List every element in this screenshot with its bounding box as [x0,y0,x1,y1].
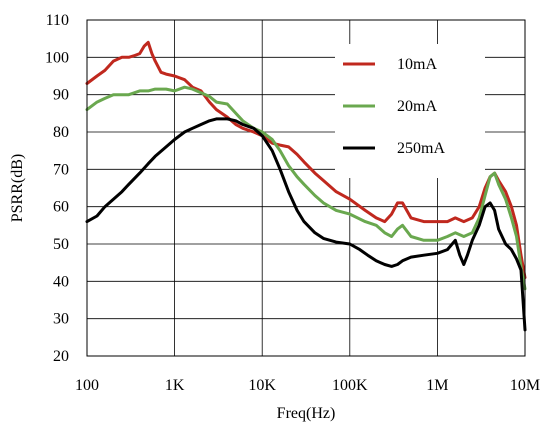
y-tick-label: 50 [53,236,69,253]
x-axis-title: Freq(Hz) [277,405,336,422]
legend-label-250mA: 250mA [397,140,445,157]
y-tick-label: 70 [53,161,69,178]
x-tick-label: 100 [75,377,99,394]
x-tick-label: 10M [510,377,540,394]
legend-label-20mA: 20mA [397,98,437,115]
y-tick-label: 100 [45,49,69,66]
y-tick-label: 30 [53,311,69,328]
legend-label-10mA: 10mA [397,56,437,73]
legend: 10mA 20mA 250mA [335,44,485,178]
series-line-20mA [85,85,527,291]
series-lines [85,40,527,332]
y-tick-label: 40 [53,273,69,290]
x-tick-label: 100K [332,377,368,394]
series-line-10mA [85,40,527,280]
y-tick-label: 80 [53,124,69,141]
plot-frame [86,19,526,357]
y-axis-title: PSRR(dB) [9,154,26,222]
x-tick-label: 1M [426,377,448,394]
x-tick-label: 1K [165,377,185,394]
y-tick-label: 110 [46,12,69,29]
series-line-250mA [85,117,527,332]
x-tick-label: 10K [248,377,276,394]
y-tick-label: 90 [53,87,69,104]
x-tick-labels: 100 1K 10K 100K 1M 10M [75,377,540,394]
y-tick-labels: 20 30 40 50 60 70 80 90 100 110 [45,12,69,365]
y-tick-label: 60 [53,199,69,216]
y-tick-label: 20 [53,348,69,365]
legend-background [335,44,485,178]
